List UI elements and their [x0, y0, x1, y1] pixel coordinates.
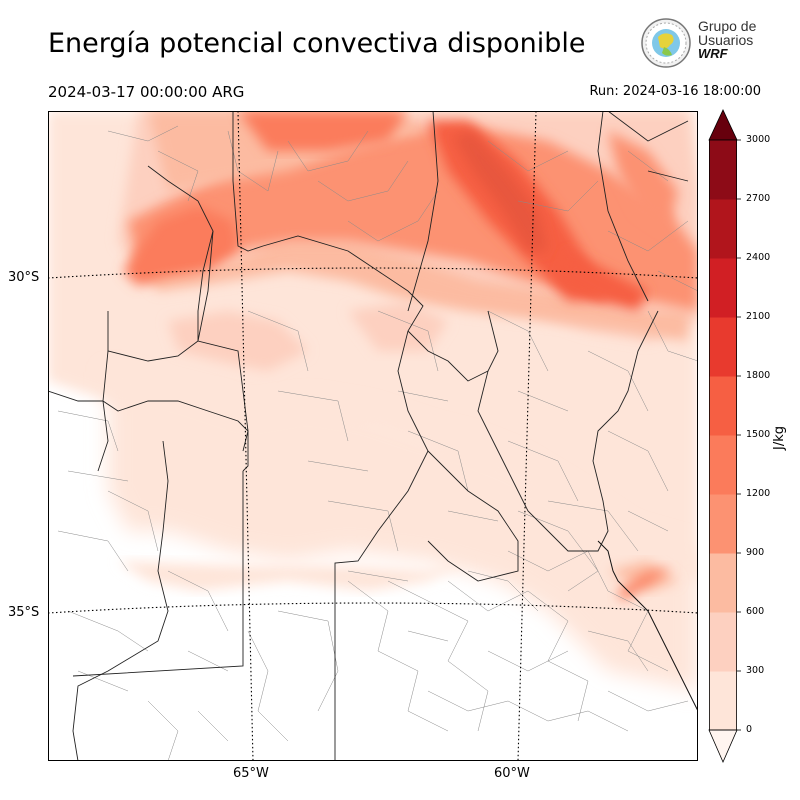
- colorbar-segment: [709, 317, 737, 377]
- colorbar-unit: J/kg: [772, 426, 787, 450]
- cape-shading: [48, 111, 698, 691]
- graticule: [48, 111, 698, 761]
- colorbar-segment: [709, 553, 737, 613]
- colorbar-segment: [709, 140, 737, 200]
- colorbar-tick-label: 3000: [746, 134, 771, 145]
- colorbar-tick-label: 900: [746, 547, 765, 558]
- colorbar-tick-label: 1200: [746, 488, 771, 499]
- colorbar-segment: [709, 612, 737, 672]
- lon-label-60w: 60°W: [494, 766, 530, 781]
- globe-icon: [641, 18, 691, 68]
- colorbar-extend-max: [708, 109, 738, 141]
- lat-label-35s: 35°S: [8, 605, 40, 620]
- province-borders: [48, 111, 689, 761]
- coastline: [597, 540, 698, 712]
- colorbar-segment: [709, 376, 737, 436]
- cape-map: [48, 111, 698, 761]
- colorbar-tick-label: 1800: [746, 370, 771, 381]
- grupo-wrf-logo: Grupo de Usuarios WRF: [640, 17, 770, 69]
- colorbar-segment: [709, 494, 737, 554]
- valid-time: 2024-03-17 00:00:00 ARG: [48, 83, 245, 101]
- map-frame: [48, 111, 698, 761]
- colorbar-tick-label: 2700: [746, 193, 771, 204]
- colorbar-segment: [709, 199, 737, 259]
- colorbar: [708, 109, 741, 763]
- logo-line3: WRF: [698, 46, 728, 61]
- logo-line2: Usuarios: [698, 32, 754, 48]
- colorbar-segment: [709, 671, 737, 731]
- lat-label-30s: 30°S: [8, 270, 40, 285]
- colorbar-extend-min: [708, 729, 738, 763]
- page-title: Energía potencial convectiva disponible: [48, 28, 586, 59]
- colorbar-tick-label: 300: [746, 665, 765, 676]
- logo-line1: Grupo de: [698, 18, 757, 34]
- colorbar-tick-label: 2400: [746, 252, 771, 263]
- colorbar-segment: [709, 258, 737, 318]
- colorbar-segment: [709, 435, 737, 495]
- colorbar-tick-label: 600: [746, 606, 765, 617]
- run-time: Run: 2024-03-16 18:00:00: [589, 84, 761, 99]
- colorbar-tick-label: 1500: [746, 429, 771, 440]
- colorbar-tick-label: 0: [746, 724, 753, 735]
- department-borders: [57, 125, 698, 761]
- colorbar-tick-label: 2100: [746, 311, 771, 322]
- lon-label-65w: 65°W: [233, 766, 269, 781]
